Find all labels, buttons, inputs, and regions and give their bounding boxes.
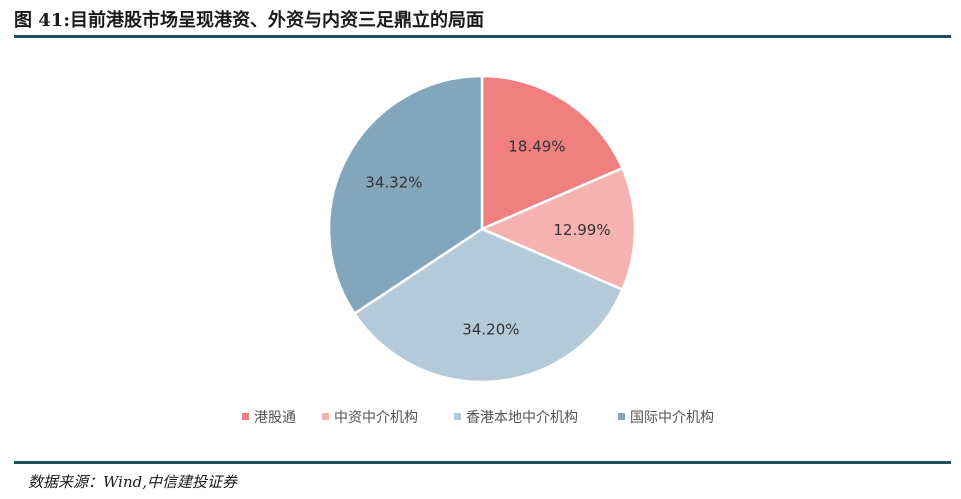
legend-swatch-3 bbox=[454, 413, 461, 420]
legend-swatch-1 bbox=[242, 413, 249, 420]
top-divider bbox=[14, 35, 951, 38]
legend-label-1: 港股通 bbox=[254, 410, 296, 426]
legend-label-3: 香港本地中介机构 bbox=[466, 410, 578, 426]
legend-swatch-4 bbox=[618, 413, 625, 420]
legend-label-2: 中资中介机构 bbox=[334, 410, 418, 426]
slice-value-label-2: 12.99% bbox=[553, 221, 610, 239]
figure-title: 图 41:目前港股市场呈现港资、外资与内资三足鼎立的局面 bbox=[14, 10, 484, 31]
source-note: 数据来源：Wind,中信建投证券 bbox=[28, 473, 237, 491]
pie-slice-2 bbox=[480, 166, 637, 291]
pie-labels: 18.49% 12.99% 34.20% 34.32% bbox=[365, 137, 610, 338]
slice-value-label-3: 34.20% bbox=[462, 321, 519, 339]
legend-label-4: 国际中介机构 bbox=[630, 410, 714, 426]
slice-value-label-4: 34.32% bbox=[365, 174, 422, 192]
pie-slice-3 bbox=[353, 227, 624, 384]
chart-legend: 港股通 中资中介机构 香港本地中介机构 国际中介机构 bbox=[242, 410, 714, 426]
pie-slice-1 bbox=[480, 74, 624, 231]
slice-value-label-1: 18.49% bbox=[508, 137, 565, 155]
pie-slices bbox=[327, 74, 637, 384]
bottom-divider bbox=[14, 461, 951, 464]
pie-chart: 18.49% 12.99% 34.20% 34.32% 港股通 中资中介机构 香港本地中介… bbox=[242, 74, 714, 426]
pie-slice-4 bbox=[327, 74, 484, 315]
legend-swatch-2 bbox=[322, 413, 329, 420]
